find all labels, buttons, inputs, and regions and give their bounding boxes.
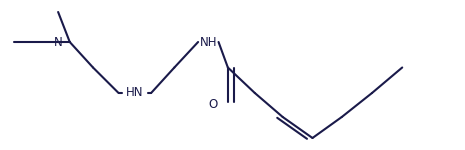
Text: NH: NH: [199, 36, 217, 48]
Text: N: N: [54, 36, 63, 48]
Text: O: O: [208, 99, 218, 111]
Text: HN: HN: [126, 87, 144, 99]
